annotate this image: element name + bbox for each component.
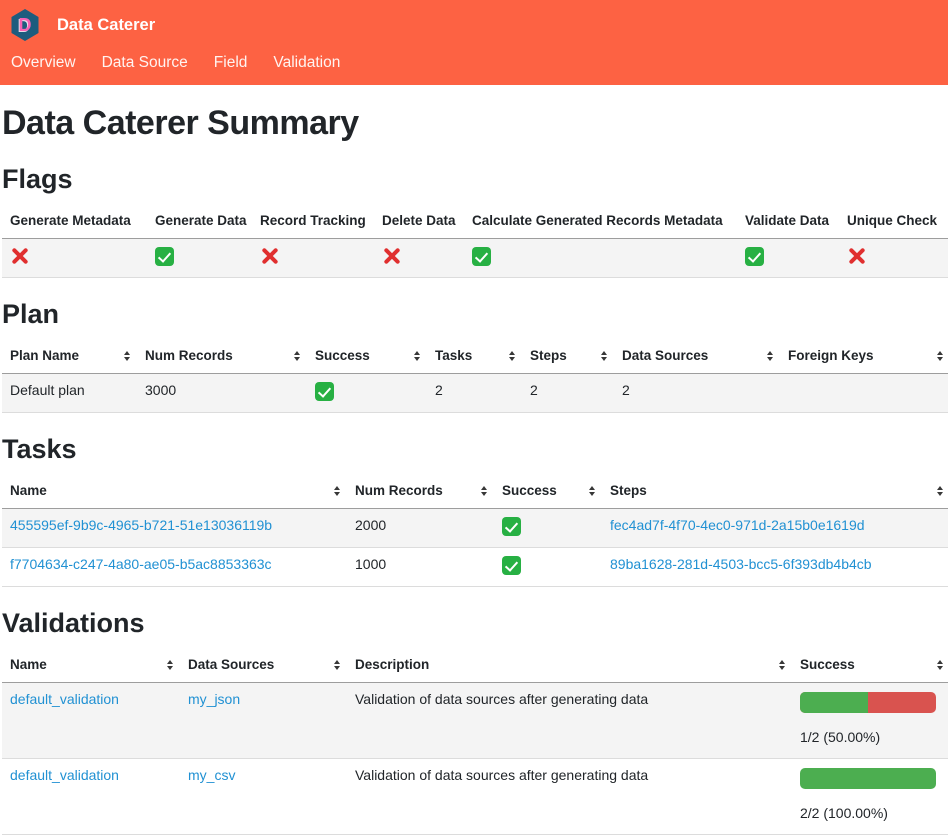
cross-icon — [260, 247, 278, 265]
plan-col-num-records[interactable]: Num Records — [137, 338, 307, 374]
validations-col-data-sources[interactable]: Data Sources — [180, 647, 347, 683]
plan-foreign-keys-cell — [780, 373, 948, 413]
plan-steps-cell: 2 — [522, 373, 614, 413]
sort-icon[interactable] — [414, 350, 420, 361]
flags-col-generate-data: Generate Data — [147, 203, 252, 239]
plan-tasks-cell: 2 — [427, 373, 522, 413]
cross-icon — [10, 247, 28, 265]
plan-col-steps[interactable]: Steps — [522, 338, 614, 374]
success-progress-fill — [800, 768, 936, 789]
app-logo-icon[interactable]: D — [11, 9, 39, 41]
validation-data-source-link[interactable]: my_csv — [188, 767, 236, 783]
flags-row — [2, 238, 948, 278]
main-content: Data Caterer Summary Flags Generate Meta… — [0, 104, 948, 835]
success-ratio-label: 2/2 (100.00%) — [800, 805, 888, 821]
validations-table: Name Data Sources Description Success de… — [2, 647, 948, 835]
nav-item-field[interactable]: Field — [213, 54, 248, 71]
flags-table: Generate Metadata Generate Data Record T… — [2, 203, 948, 278]
check-icon — [745, 247, 764, 266]
check-icon — [502, 517, 521, 536]
check-icon — [155, 247, 174, 266]
plan-num-records-cell: 3000 — [137, 373, 307, 413]
validation-data-source-link[interactable]: my_json — [188, 691, 241, 707]
tasks-col-success[interactable]: Success — [494, 473, 602, 509]
sort-icon[interactable] — [779, 659, 785, 670]
task-row: f7704634-c247-4a80-ae05-b5ac8853363c 100… — [2, 547, 948, 587]
validation-row: default_validation my_json Validation of… — [2, 682, 948, 759]
sort-icon[interactable] — [937, 350, 943, 361]
tasks-col-steps[interactable]: Steps — [602, 473, 948, 509]
validations-section-title: Validations — [2, 608, 145, 638]
cross-icon — [847, 247, 865, 265]
plan-data-sources-cell: 2 — [614, 373, 780, 413]
app-header: D Data Caterer Overview Data Source Fiel… — [0, 0, 948, 85]
success-progress-bar — [800, 768, 936, 789]
task-row: 455595ef-9b9c-4965-b721-51e13036119b 200… — [2, 508, 948, 548]
flags-section-title: Flags — [2, 164, 73, 194]
success-progress-bar — [800, 692, 936, 713]
plan-name-cell: Default plan — [2, 373, 137, 413]
sort-icon[interactable] — [509, 350, 515, 361]
flags-col-delete-data: Delete Data — [374, 203, 464, 239]
flags-col-generate-metadata: Generate Metadata — [2, 203, 147, 239]
validations-col-name[interactable]: Name — [2, 647, 180, 683]
sort-icon[interactable] — [167, 659, 173, 670]
task-step-link[interactable]: fec4ad7f-4f70-4ec0-971d-2a15b0e1619d — [610, 517, 865, 533]
nav-item-overview[interactable]: Overview — [11, 54, 76, 71]
sort-icon[interactable] — [124, 350, 130, 361]
logo-letter: D — [18, 15, 32, 35]
main-nav: Overview Data Source Field Validation — [10, 54, 938, 72]
flags-col-unique-check: Unique Check — [839, 203, 948, 239]
check-icon — [502, 556, 521, 575]
nav-item-data-source[interactable]: Data Source — [101, 54, 188, 71]
task-num-records-cell: 2000 — [347, 508, 494, 548]
cross-icon — [382, 247, 400, 265]
validation-row: default_validation my_csv Validation of … — [2, 758, 948, 835]
tasks-col-num-records[interactable]: Num Records — [347, 473, 494, 509]
plan-section-title: Plan — [2, 299, 60, 329]
nav-item-validation[interactable]: Validation — [273, 54, 341, 71]
validations-col-description[interactable]: Description — [347, 647, 792, 683]
success-progress-fill — [800, 692, 868, 713]
check-icon — [472, 247, 491, 266]
sort-icon[interactable] — [334, 659, 340, 670]
validation-name-link[interactable]: default_validation — [10, 767, 119, 783]
validation-description-cell: Validation of data sources after generat… — [347, 682, 792, 759]
flags-col-record-tracking: Record Tracking — [252, 203, 374, 239]
tasks-table: Name Num Records Success Steps 455595ef-… — [2, 473, 948, 587]
brand-row: D Data Caterer — [10, 6, 938, 44]
brand-name: Data Caterer — [57, 15, 156, 34]
check-icon — [315, 382, 334, 401]
sort-icon[interactable] — [937, 485, 943, 496]
plan-row: Default plan 3000 2 2 2 — [2, 373, 948, 413]
sort-icon[interactable] — [937, 659, 943, 670]
tasks-section-title: Tasks — [2, 434, 77, 464]
flags-col-calc-generated-records-metadata: Calculate Generated Records Metadata — [464, 203, 737, 239]
plan-col-tasks[interactable]: Tasks — [427, 338, 522, 374]
task-name-link[interactable]: 455595ef-9b9c-4965-b721-51e13036119b — [10, 517, 273, 533]
sort-icon[interactable] — [481, 485, 487, 496]
plan-col-plan-name[interactable]: Plan Name — [2, 338, 137, 374]
success-ratio-label: 1/2 (50.00%) — [800, 729, 881, 745]
validation-name-link[interactable]: default_validation — [10, 691, 119, 707]
task-step-link[interactable]: 89ba1628-281d-4503-bcc5-6f393db4b4cb — [610, 556, 872, 572]
validations-col-success[interactable]: Success — [792, 647, 948, 683]
sort-icon[interactable] — [334, 485, 340, 496]
plan-col-data-sources[interactable]: Data Sources — [614, 338, 780, 374]
page-title: Data Caterer Summary — [2, 104, 359, 142]
sort-icon[interactable] — [767, 350, 773, 361]
flags-col-validate-data: Validate Data — [737, 203, 839, 239]
sort-icon[interactable] — [589, 485, 595, 496]
sort-icon[interactable] — [601, 350, 607, 361]
task-num-records-cell: 1000 — [347, 547, 494, 587]
task-name-link[interactable]: f7704634-c247-4a80-ae05-b5ac8853363c — [10, 556, 272, 572]
plan-col-success[interactable]: Success — [307, 338, 427, 374]
sort-icon[interactable] — [294, 350, 300, 361]
tasks-col-name[interactable]: Name — [2, 473, 347, 509]
validation-description-cell: Validation of data sources after generat… — [347, 758, 792, 835]
plan-col-foreign-keys[interactable]: Foreign Keys — [780, 338, 948, 374]
plan-table: Plan Name Num Records Success Tasks Step… — [2, 338, 948, 413]
